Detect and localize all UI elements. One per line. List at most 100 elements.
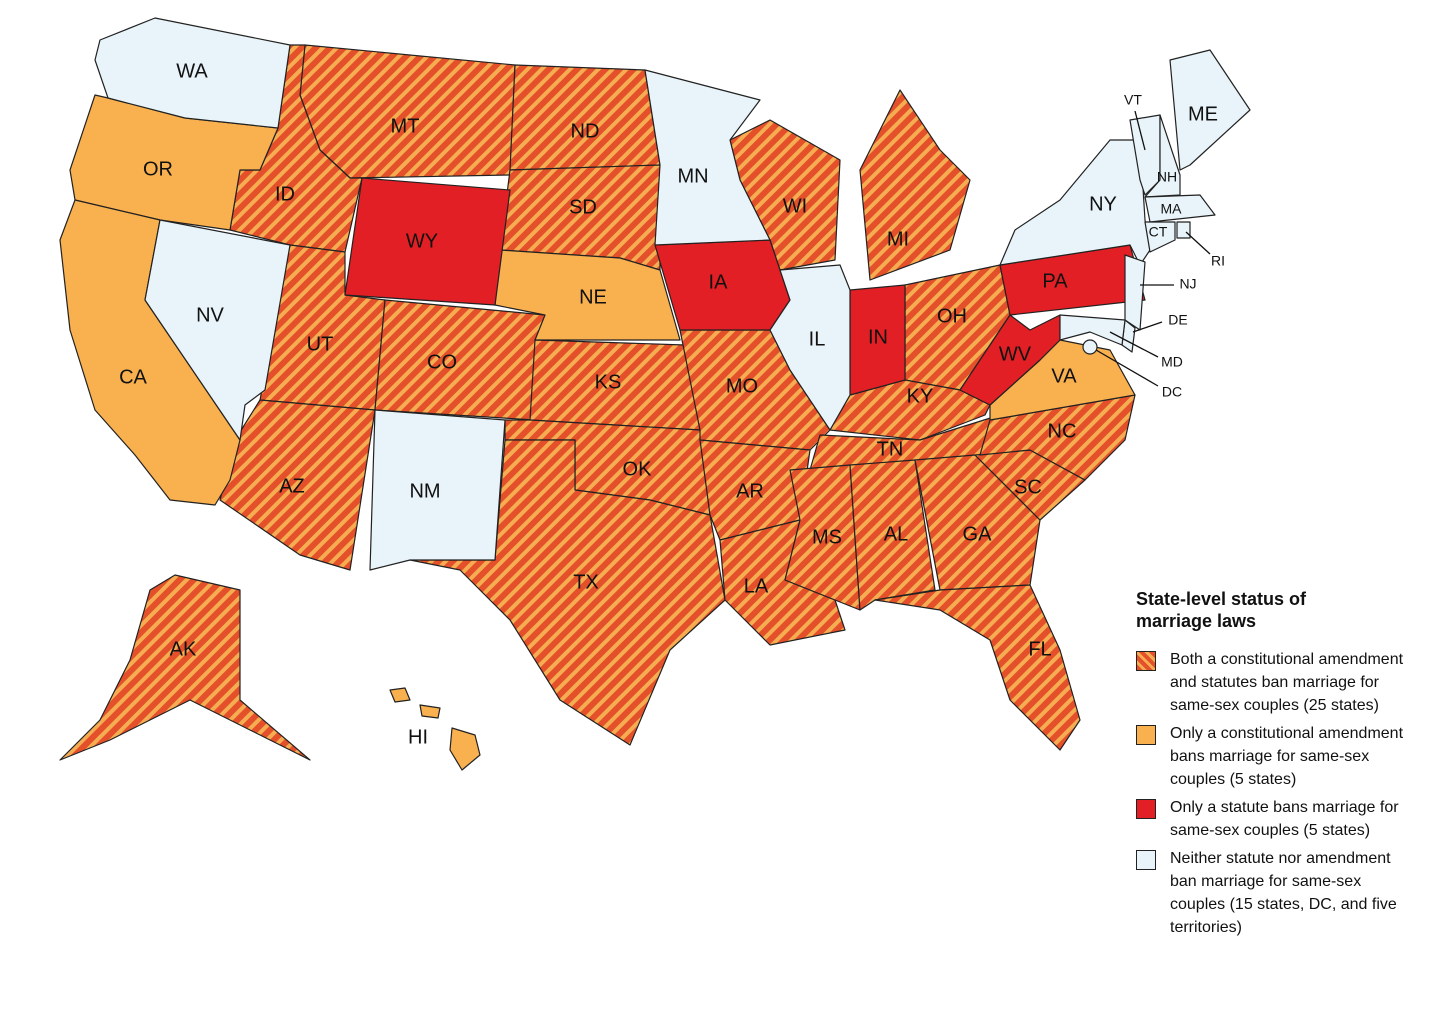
state-label: DE: [1168, 312, 1187, 328]
state-label: ND: [571, 120, 600, 142]
legend-item: Only a constitutional amendment bans mar…: [1136, 722, 1420, 791]
state: [1124, 254, 1146, 331]
state-label: CT: [1149, 224, 1168, 240]
state: [1129, 114, 1161, 196]
state-label: GA: [963, 523, 993, 545]
leader-line: [1095, 349, 1159, 387]
state: MT: [299, 44, 516, 179]
state-label: LA: [744, 575, 769, 597]
state: CO: [374, 299, 546, 421]
state-label: FL: [1028, 638, 1051, 660]
state-shape: [409, 439, 726, 746]
state: MN: [644, 69, 771, 246]
state-label: NC: [1048, 420, 1077, 442]
state-shape: [374, 299, 546, 421]
state-label: MD: [1161, 354, 1183, 370]
state-label: NV: [196, 304, 224, 326]
state-label: SD: [569, 196, 597, 218]
legend-text: Only a statute bans marriage for same-se…: [1170, 799, 1399, 839]
state: WA: [94, 17, 291, 129]
state-label: TN: [877, 438, 904, 460]
state-label: ME: [1188, 103, 1218, 125]
state-shape: [874, 584, 1081, 751]
state: HI: [389, 687, 481, 771]
state-shape: [1144, 221, 1176, 253]
state-label: AZ: [279, 475, 305, 497]
state: NH: [1144, 114, 1181, 198]
state-label: NE: [579, 286, 607, 308]
state-label: MI: [887, 228, 909, 250]
state-label: IA: [709, 271, 729, 293]
state: MI: [859, 89, 971, 281]
state-label: UT: [307, 333, 334, 355]
state: IN: [849, 284, 906, 396]
state-label: VT: [1124, 92, 1142, 108]
state-label: NJ: [1179, 276, 1196, 292]
leader-line: [1132, 321, 1163, 333]
legend-swatch: [1136, 799, 1156, 819]
state-label: TX: [573, 571, 599, 593]
legend-text: Only a constitutional amendment bans mar…: [1170, 725, 1404, 788]
state: [1176, 221, 1191, 239]
leader-line: [1109, 331, 1159, 358]
state-label: AK: [170, 638, 197, 660]
state-shape: [1129, 114, 1161, 196]
state-label: WY: [406, 230, 438, 252]
state: AL: [849, 459, 936, 611]
state-label: IN: [868, 326, 888, 348]
legend-swatch: [1136, 651, 1156, 671]
state: [1082, 339, 1098, 355]
state-label: KY: [907, 385, 934, 407]
state-label: PA: [1042, 270, 1068, 292]
leader-line: [1185, 231, 1211, 255]
state: ME: [1169, 49, 1251, 171]
state-shape: [644, 69, 771, 246]
state: NM: [369, 409, 506, 571]
state-shape: [1059, 314, 1126, 346]
legend-swatch: [1136, 850, 1156, 870]
state-label: SC: [1014, 476, 1042, 498]
state-label: MS: [812, 526, 842, 548]
state-shape: [1144, 194, 1216, 223]
state-label: AL: [884, 523, 908, 545]
legend-title: State-level status of marriage laws: [1136, 589, 1307, 631]
state-shape: [449, 727, 481, 771]
state-label: DC: [1162, 384, 1182, 400]
state: NV: [144, 219, 291, 441]
state-shape: [494, 249, 681, 341]
state-shape: [299, 44, 516, 179]
state-label: OR: [143, 158, 173, 180]
state: TX: [409, 439, 726, 746]
state-shape: [59, 574, 311, 761]
state-label: NH: [1157, 169, 1177, 185]
legend-text: Neither statute nor amendment ban marria…: [1170, 850, 1397, 936]
state: WI: [729, 119, 841, 271]
state: AZ: [219, 399, 376, 571]
state-label: MN: [677, 165, 708, 187]
state-label: WV: [999, 343, 1032, 365]
state: PA: [999, 244, 1146, 316]
legend-text: Both a constitutional amendment and stat…: [1170, 651, 1404, 714]
legend-item: Both a constitutional amendment and stat…: [1136, 648, 1420, 717]
state-shape: [144, 219, 291, 441]
leader-line: [1134, 110, 1146, 151]
state-shape: [509, 64, 661, 171]
legend-swatch: [1136, 725, 1156, 745]
state-label: MT: [391, 115, 420, 137]
state: KY: [829, 379, 991, 441]
state-shape: [369, 409, 506, 571]
state: ND: [509, 64, 661, 171]
legend-item: Neither statute nor amendment ban marria…: [1136, 847, 1420, 939]
state-shape: [1169, 49, 1251, 171]
state-label: MO: [726, 375, 758, 397]
state: WV: [959, 314, 1061, 406]
state-label: IL: [809, 328, 826, 350]
state-label: NM: [409, 480, 440, 502]
state-shape: [389, 687, 411, 703]
state-label: KS: [595, 371, 622, 393]
state: IL: [769, 264, 851, 431]
state-label: WA: [176, 60, 208, 82]
state-label: AR: [736, 480, 764, 502]
